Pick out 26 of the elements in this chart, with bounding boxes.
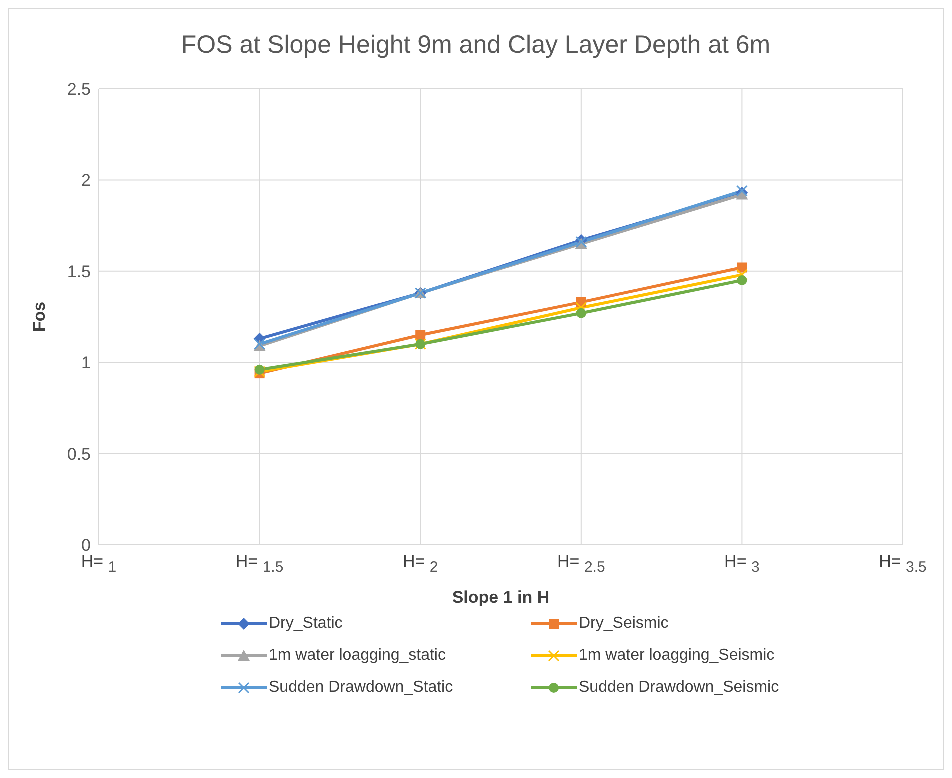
legend-label: Dry_Static (269, 615, 343, 633)
x-tick-label: H= $_{1.5}$ (236, 552, 284, 576)
legend-label: 1m water loagging_static (269, 647, 446, 665)
x-tick-label: H= $_{3}$ (724, 552, 760, 576)
point (736, 269, 748, 281)
chart-title: FOS at Slope Height 9m and Clay Layer Depth at 6m (180, 30, 772, 61)
point (576, 308, 586, 318)
legend-label: Sudden Drawdown_Seismic (579, 679, 780, 697)
point (576, 302, 588, 314)
x-tick-label: H= $_{3.5}$ (879, 552, 927, 576)
point (737, 276, 748, 286)
x-tick-label: H= $_{2}$ (402, 552, 438, 576)
point (254, 366, 266, 378)
y-tick-label: 2 (82, 171, 91, 190)
legend-label: Sudden Drawdown_Static (269, 679, 454, 697)
y-tick-label: 1 (82, 354, 91, 373)
y-tick-label: 2.5 (67, 80, 91, 100)
point (254, 364, 265, 375)
legend-label: Dry_Seismic (579, 615, 669, 633)
point (416, 330, 426, 340)
y-axis-title: Fos (30, 302, 50, 332)
x-tick-label: H= $_{2.5}$ (558, 552, 606, 576)
legend-label: 1m water loagging_Seismic (579, 647, 775, 665)
y-tick-label: 0.5 (67, 444, 91, 464)
x-axis-title: Slope 1 in H (452, 588, 550, 607)
y-tick-label: 1.5 (67, 262, 91, 282)
